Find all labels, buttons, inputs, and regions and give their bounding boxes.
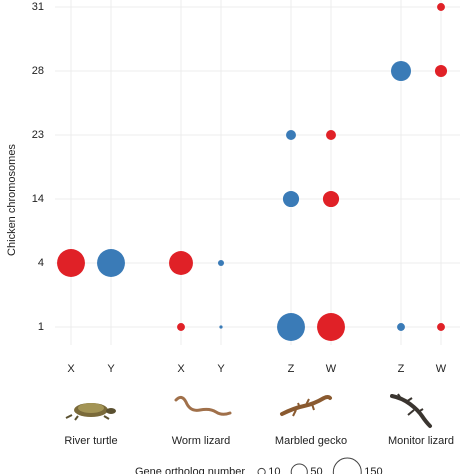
bubble [177,323,185,331]
group-label: Monitor lizard [388,435,454,447]
y-tick-label: 14 [32,193,44,205]
bubble [317,313,345,341]
bubble [219,325,223,329]
group-label: Worm lizard [172,435,230,447]
bubble [434,64,448,78]
legend-bubble [290,463,308,474]
worm-lizard-icon [174,395,232,416]
x-tick-label: W [436,363,447,375]
group-label: River turtle [64,435,117,447]
bubble [322,190,340,208]
bubble [282,190,300,208]
y-tick-label: 28 [32,65,44,77]
y-tick-label: 1 [38,321,44,333]
turtle-icon [65,403,116,421]
bubble [390,60,412,82]
x-tick-label: Z [288,363,295,375]
monitor-icon [390,393,432,428]
animal-icons [65,393,432,428]
legend-bubble [257,467,266,474]
legend-label: 10 [268,466,280,474]
bubble [97,249,125,277]
bubble [286,130,296,140]
group-label: Marbled gecko [275,435,347,447]
bubble [277,313,305,341]
bubble [217,259,225,267]
x-tick-label: Z [398,363,405,375]
x-tick-label: X [67,363,75,375]
y-tick-label: 31 [32,1,44,13]
gecko-icon [280,395,332,417]
bubble [169,251,193,275]
y-tick-label: 4 [38,257,44,269]
bubble [326,130,336,140]
bubble [437,3,445,11]
legend-title: Gene ortholog number [135,466,245,474]
x-tick-label: Y [107,363,115,375]
legend-bubble [332,457,362,474]
legend-label: 150 [364,466,382,474]
y-tick-label: 23 [32,129,44,141]
x-tick-label: Y [217,363,225,375]
bubble [437,323,445,331]
y-axis-label: Chicken chromosomes [6,144,18,256]
x-tick-label: X [177,363,185,375]
legend-label: 50 [310,466,322,474]
x-tick-label: W [326,363,337,375]
bubble [57,249,85,277]
bubble [397,323,405,331]
